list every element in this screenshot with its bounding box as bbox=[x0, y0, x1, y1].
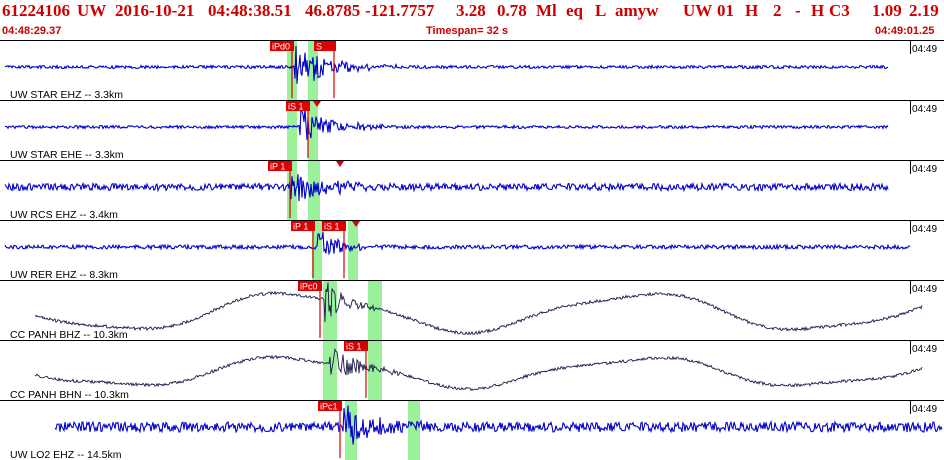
time-mark: 04:49 bbox=[912, 224, 937, 235]
pick-window-highlight bbox=[287, 101, 297, 160]
pick-window-highlight bbox=[408, 401, 420, 460]
time-mark: 04:49 bbox=[912, 164, 937, 175]
header-bar: 61224106 UW 2016-10-21 04:48:38.51 46.8785 -1… bbox=[0, 0, 944, 40]
waveform bbox=[54, 405, 943, 445]
title-token: 1.09 bbox=[872, 1, 902, 20]
end-time: 04:49:01.25 bbox=[875, 25, 935, 37]
title-token: 3.28 bbox=[456, 1, 486, 20]
pick-label-box[interactable] bbox=[298, 281, 322, 291]
trace-row[interactable]: iS 1 UW STAR EHE -- 3.3km 04:49 bbox=[0, 100, 944, 162]
pick-label-box[interactable] bbox=[291, 221, 315, 231]
pick-label-box[interactable] bbox=[286, 101, 310, 111]
pick-label: iS 1 bbox=[288, 102, 304, 112]
title-token: - bbox=[795, 1, 801, 20]
waveform bbox=[34, 282, 923, 336]
pick-label-box[interactable] bbox=[314, 41, 336, 51]
event-title-line: 61224106 UW 2016-10-21 04:48:38.51 46.8785 -1… bbox=[0, 1, 944, 23]
pick-label-box[interactable] bbox=[268, 161, 292, 171]
waveform bbox=[35, 347, 923, 392]
pick-window-highlight bbox=[287, 161, 297, 220]
pick-label: iPc0 bbox=[300, 282, 318, 292]
seismogram-traces[interactable]: iPd0 S UW STAR EHZ -- 3.3km 04:49 iS 1 UW STA… bbox=[0, 40, 944, 460]
waveform bbox=[4, 106, 889, 140]
title-token: 2 bbox=[773, 1, 782, 20]
title-token: Ml bbox=[536, 1, 557, 20]
pick-marker-triangle[interactable] bbox=[336, 161, 344, 167]
time-mark: 04:49 bbox=[912, 344, 937, 355]
trace-row[interactable]: iPc1 UW LO2 EHZ -- 14.5km 04:49 bbox=[0, 400, 944, 460]
time-mark: 04:49 bbox=[912, 104, 937, 115]
pick-label-box[interactable] bbox=[318, 401, 342, 411]
pick-label-box[interactable] bbox=[344, 341, 368, 351]
pick-window-highlight bbox=[323, 281, 337, 340]
pick-label: iPd0 bbox=[272, 42, 290, 52]
title-token: UW bbox=[683, 1, 713, 20]
station-label: UW RCS EHZ -- 3.4km bbox=[10, 209, 118, 221]
pick-label: S bbox=[316, 42, 322, 52]
title-token: 04:48:38.51 bbox=[208, 1, 292, 20]
time-mark: 04:49 bbox=[912, 284, 937, 295]
waveform bbox=[4, 45, 889, 84]
pick-label: iPc1 bbox=[320, 402, 338, 412]
station-label: CC PANH BHN -- 10.3km bbox=[10, 389, 129, 401]
station-label: UW LO2 EHZ -- 14.5km bbox=[10, 449, 122, 460]
title-token: H bbox=[745, 1, 759, 20]
pick-window-highlight bbox=[312, 221, 322, 280]
title-token: 2016-10-21 bbox=[115, 1, 195, 20]
pick-window-highlight bbox=[308, 161, 320, 220]
start-time: 04:48:29.37 bbox=[2, 25, 62, 37]
title-token: UW bbox=[77, 1, 107, 20]
station-label: CC PANH BHZ -- 10.3km bbox=[10, 329, 128, 341]
pick-label-box[interactable] bbox=[270, 41, 294, 51]
station-label: UW RER EHZ -- 8.3km bbox=[10, 269, 118, 281]
time-mark: 04:49 bbox=[912, 44, 937, 55]
pick-label: iP 1 bbox=[270, 162, 285, 172]
title-token: eq bbox=[566, 1, 583, 20]
waveform bbox=[4, 231, 911, 256]
title-token: L bbox=[595, 1, 607, 20]
pick-window-highlight bbox=[323, 341, 337, 400]
station-label: UW STAR EHZ -- 3.3km bbox=[10, 89, 123, 101]
time-mark: 04:49 bbox=[912, 404, 937, 415]
pick-window-highlight bbox=[368, 341, 382, 400]
title-token: 01 bbox=[717, 1, 734, 20]
pick-marker-triangle[interactable] bbox=[313, 101, 321, 107]
pick-window-highlight bbox=[368, 281, 382, 340]
station-label: UW STAR EHE -- 3.3km bbox=[10, 149, 124, 161]
pick-window-highlight bbox=[308, 101, 318, 160]
title-token: 61224106 bbox=[2, 1, 70, 20]
pick-marker-triangle[interactable] bbox=[352, 221, 360, 227]
trace-row[interactable]: iS 1 CC PANH BHN -- 10.3km 04:49 bbox=[0, 340, 944, 402]
pick-window-highlight bbox=[308, 41, 318, 100]
trace-row[interactable]: iPd0 S UW STAR EHZ -- 3.3km 04:49 bbox=[0, 40, 944, 102]
timespan-label: Timespan= 32 s bbox=[426, 25, 509, 37]
title-token: 0.78 bbox=[497, 1, 527, 20]
trace-row[interactable]: iP 1 iS 1 UW RER EHZ -- 8.3km 04:49 bbox=[0, 220, 944, 282]
trace-row[interactable]: iP 1 UW RCS EHZ -- 3.4km 04:49 bbox=[0, 160, 944, 222]
pick-label: iP 1 bbox=[293, 222, 308, 232]
waveform bbox=[4, 174, 889, 202]
pick-window-highlight bbox=[348, 221, 358, 280]
title-token: amyw bbox=[615, 1, 659, 20]
title-token: -121.7757 bbox=[365, 1, 435, 20]
pick-label: iS 1 bbox=[324, 222, 340, 232]
title-token: C3 bbox=[829, 1, 850, 20]
pick-label-box[interactable] bbox=[322, 221, 346, 231]
pick-label: iS 1 bbox=[346, 342, 362, 352]
title-token: 46.8785 bbox=[305, 1, 361, 20]
title-token: H bbox=[811, 1, 825, 20]
trace-row[interactable]: iPc0 CC PANH BHZ -- 10.3km 04:49 bbox=[0, 280, 944, 342]
title-token: 2.19 bbox=[909, 1, 939, 20]
